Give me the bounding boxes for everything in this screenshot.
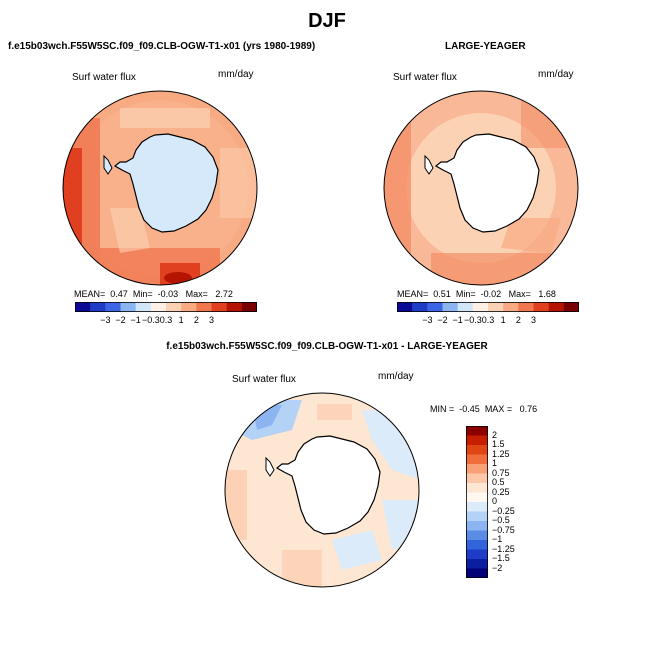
colorbar-tick-label: −2 [492, 562, 503, 573]
colorbar-swatch [181, 302, 197, 312]
colorbar-swatch [457, 302, 474, 312]
colorbar-swatch [466, 435, 488, 446]
panel3-colorbar [466, 426, 488, 578]
colorbar-tick-label: 3 [208, 315, 214, 325]
panel1-stats: MEAN= 0.47 Min= -0.03 Max= 2.72 [74, 289, 233, 299]
colorbar-swatch [412, 302, 428, 312]
colorbar-swatch [466, 426, 488, 436]
colorbar-tick-label: 2 [515, 315, 521, 325]
colorbar-tick-label: −3 [422, 315, 433, 325]
panel2-colorbar [397, 302, 579, 312]
panel2-antarctica [434, 133, 540, 233]
colorbar-swatch [533, 302, 549, 312]
colorbar-swatch [466, 502, 488, 512]
colorbar-tick-label: 0.25 [492, 486, 510, 497]
colorbar-swatch [466, 464, 488, 474]
colorbar-tick-label: −0.25 [492, 505, 515, 516]
colorbar-swatch [466, 492, 488, 503]
colorbar-swatch [241, 302, 257, 312]
colorbar-tick-label: −0.5 [492, 515, 510, 525]
colorbar-swatch [466, 540, 488, 550]
colorbar-swatch [466, 568, 488, 578]
colorbar-tick-label: −1.25 [492, 543, 515, 554]
colorbar-tick-label: −1 [452, 315, 463, 325]
colorbar-tick-label: 0 [492, 496, 498, 506]
colorbar-swatch [563, 302, 579, 312]
colorbar-swatch [488, 302, 504, 312]
colorbar-tick-label: 1.5 [492, 439, 505, 449]
colorbar-swatch [466, 483, 488, 493]
colorbar-swatch [166, 302, 182, 312]
panel2-stats: MEAN= 0.51 Min= -0.02 Max= 1.68 [397, 289, 556, 299]
colorbar-tick-label: −0.3 [463, 315, 482, 325]
colorbar-tick-label: 1 [492, 458, 498, 468]
panel3-units-label: mm/day [378, 371, 414, 382]
panel1-header: f.e15b03wch.F55W5SC.f09_f09.CLB-OGW-T1-x… [8, 41, 316, 52]
colorbar-tick-label: −1.5 [492, 553, 510, 563]
colorbar-tick-label: 1.25 [492, 448, 510, 459]
colorbar-swatch [472, 302, 489, 312]
panel2-map [383, 90, 579, 286]
panel3-colorbar-ticks: 2 1.5 1.25 1 0.75 0.5 0.25 0 −0.25 −0.5 −0.75 −1 −1.… [492, 426, 532, 578]
colorbar-tick-label: −0.75 [492, 524, 515, 535]
colorbar-tick-label: −0.3 [141, 315, 160, 325]
panel1-antarctica [113, 133, 219, 233]
colorbar-tick-label: 0.3 [159, 315, 173, 325]
panel3-header: f.e15b03wch.F55W5SC.f09_f09.CLB-OGW-T1-x… [166, 341, 488, 352]
colorbar-swatch [397, 302, 413, 312]
panel1-colorbar-ticks: −3 −2 −1 −0.3 0.3 1 2 3 [75, 315, 257, 327]
colorbar-swatch [226, 302, 243, 312]
panel3-map [224, 392, 420, 588]
colorbar-swatch [442, 302, 458, 312]
colorbar-swatch [466, 454, 488, 465]
colorbar-swatch [120, 302, 136, 312]
colorbar-swatch [90, 302, 106, 312]
panel2-units-label: mm/day [538, 69, 574, 80]
colorbar-tick-label: 1 [178, 315, 184, 325]
colorbar-swatch [466, 559, 488, 569]
colorbar-tick-label: −1 [130, 315, 141, 325]
colorbar-swatch [196, 302, 212, 312]
colorbar-tick-label: 0.5 [492, 477, 505, 487]
colorbar-swatch [503, 302, 519, 312]
colorbar-tick-label: 3 [530, 315, 536, 325]
colorbar-swatch [211, 302, 227, 312]
colorbar-swatch [466, 549, 488, 560]
colorbar-tick-label: −2 [115, 315, 126, 325]
panel2-colorbar-ticks: −3 −2 −1 −0.3 0.3 1 2 3 [397, 315, 579, 327]
panel2-header: LARGE-YEAGER [445, 41, 526, 52]
colorbar-swatch [518, 302, 534, 312]
colorbar-swatch [150, 302, 167, 312]
colorbar-swatch [105, 302, 121, 312]
panel2-variable-label: Surf water flux [393, 72, 457, 83]
panel1-colorbar [75, 302, 257, 312]
colorbar-tick-label: 2 [193, 315, 199, 325]
panel3-stats: MIN = -0.45 MAX = 0.76 [430, 404, 538, 414]
colorbar-swatch [466, 511, 488, 522]
panel1-variable-label: Surf water flux [72, 72, 136, 83]
colorbar-tick-label: 0.75 [492, 467, 510, 478]
colorbar-swatch [75, 302, 91, 312]
colorbar-swatch [427, 302, 443, 312]
colorbar-swatch [466, 521, 488, 531]
colorbar-swatch [135, 302, 152, 312]
panel1-units-label: mm/day [218, 69, 254, 80]
colorbar-tick-label: −3 [100, 315, 111, 325]
panel1-map [62, 90, 258, 286]
colorbar-tick-label: −2 [437, 315, 448, 325]
colorbar-swatch [466, 473, 488, 484]
figure-title: DJF [308, 10, 346, 32]
colorbar-tick-label: −1 [492, 534, 503, 544]
colorbar-swatch [548, 302, 565, 312]
colorbar-tick-label: 2 [492, 429, 498, 440]
colorbar-swatch [466, 530, 488, 541]
panel3-variable-label: Surf water flux [232, 374, 296, 385]
colorbar-tick-label: 1 [500, 315, 506, 325]
colorbar-swatch [466, 445, 488, 455]
colorbar-tick-label: 0.3 [481, 315, 495, 325]
panel3-antarctica [275, 435, 381, 535]
